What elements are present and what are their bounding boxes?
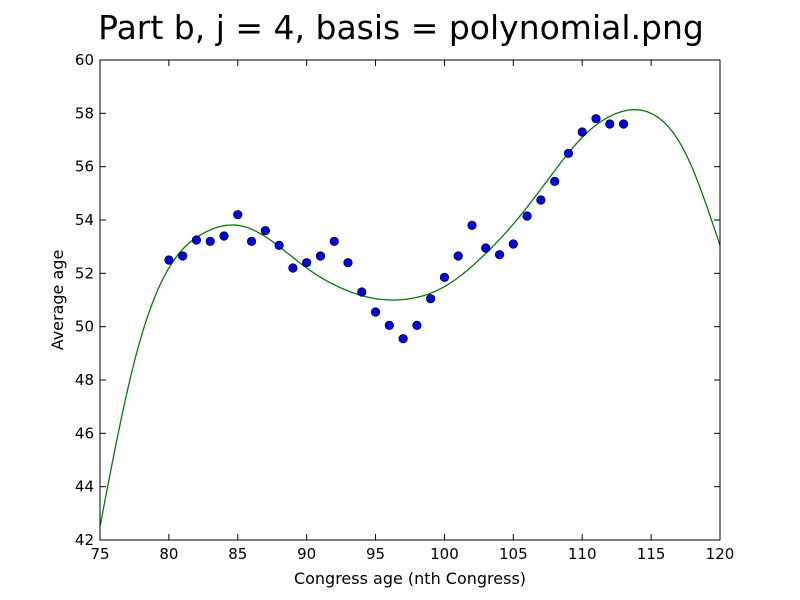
y-tick-label: 60: [75, 51, 94, 69]
y-tick-label: 52: [75, 264, 94, 282]
y-tick-label: 48: [75, 371, 94, 389]
data-point: [398, 334, 408, 344]
chart-title: Part b, j = 4, basis = polynomial.png: [98, 8, 704, 47]
data-point: [246, 236, 257, 246]
data-point: [164, 255, 174, 265]
x-tick-label: 105: [499, 545, 528, 563]
y-tick-label: 46: [75, 424, 94, 442]
data-point: [453, 251, 463, 261]
x-tick-label: 110: [568, 545, 597, 563]
y-tick-label: 54: [75, 211, 94, 229]
data-point: [178, 251, 188, 261]
plot-frame: [99, 59, 721, 541]
data-point: [522, 211, 532, 221]
axis-ticks: 75 80 85 90 95 100 105 110 115 120 42 44 46 48 50 52 54 5…: [75, 51, 734, 563]
data-point: [439, 272, 450, 282]
data-point: [233, 210, 243, 220]
data-point: [605, 119, 615, 129]
data-point: [494, 250, 505, 260]
x-tick-label: 75: [90, 545, 109, 563]
x-axis-label: Congress age (nth Congress): [294, 569, 526, 588]
fitted-curve: [99, 109, 721, 527]
data-point: [205, 236, 215, 246]
data-point: [315, 251, 326, 261]
data-point: [260, 226, 270, 236]
y-tick-label: 58: [75, 104, 94, 122]
plot-content: [99, 109, 721, 527]
data-point: [343, 258, 353, 268]
y-axis-label: Average age: [48, 250, 67, 351]
x-tick-label: 120: [706, 545, 735, 563]
y-tick-label: 42: [75, 531, 94, 549]
data-point: [508, 239, 518, 249]
y-tick-label: 44: [75, 478, 94, 496]
y-tick-label: 56: [75, 158, 94, 176]
data-point: [191, 235, 202, 245]
data-point: [274, 240, 284, 250]
data-point: [618, 119, 629, 129]
data-point: [384, 320, 394, 330]
data-point: [329, 236, 339, 246]
data-point: [370, 307, 381, 317]
data-point: [219, 231, 229, 241]
x-tick-label: 85: [228, 545, 247, 563]
data-point: [302, 258, 312, 268]
x-tick-label: 95: [366, 545, 385, 563]
data-point: [591, 114, 601, 124]
data-point: [357, 287, 367, 297]
y-tick-label: 50: [75, 318, 94, 336]
data-point: [288, 263, 298, 273]
data-point: [426, 294, 436, 304]
x-tick-label: 100: [430, 545, 459, 563]
data-point: [563, 148, 574, 158]
data-point: [481, 243, 491, 253]
data-point: [412, 320, 422, 330]
data-point: [467, 220, 477, 230]
x-tick-label: 115: [637, 545, 666, 563]
data-point: [577, 127, 587, 137]
data-point: [536, 195, 546, 205]
x-tick-label: 90: [297, 545, 316, 563]
x-tick-label: 80: [159, 545, 178, 563]
data-point: [550, 176, 560, 186]
